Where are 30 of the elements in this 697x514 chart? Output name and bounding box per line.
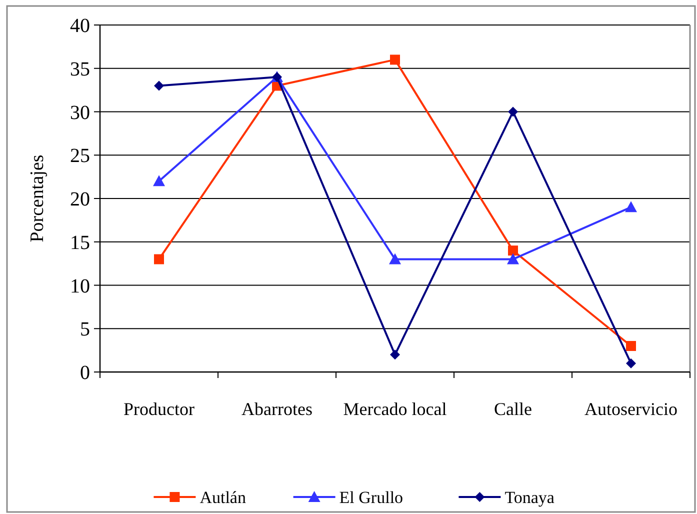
y-tick-label: 20 [70,188,90,210]
point [390,350,400,360]
y-tick-label: 15 [70,232,90,254]
point [389,253,401,264]
point [625,201,637,212]
point [508,246,518,256]
legend-label: Tonaya [504,488,555,507]
legend-label: Autlán [200,488,246,507]
point [154,254,164,264]
y-tick-label: 40 [70,15,90,37]
point [626,358,636,368]
x-tick-label: Autoservicio [584,399,678,419]
y-tick-label: 30 [70,102,90,124]
x-tick-label: Mercado local [343,399,447,419]
y-tick-label: 5 [80,318,90,341]
point [390,54,400,65]
point [154,80,164,91]
x-tick-label: Abarrotes [242,399,312,419]
y-tick-label: 35 [70,58,90,80]
point [508,106,518,117]
point [626,340,636,351]
y-axis-title: Porcentajes [27,154,48,242]
y-tick-label: 10 [70,275,90,298]
x-tick-label: Calle [494,399,532,419]
y-tick-label: 25 [70,145,90,168]
point [153,175,165,186]
y-tick-label: 0 [80,362,90,384]
point [507,253,519,264]
legend-label: El Grullo [339,488,404,507]
x-tick-label: Productor [124,399,194,419]
